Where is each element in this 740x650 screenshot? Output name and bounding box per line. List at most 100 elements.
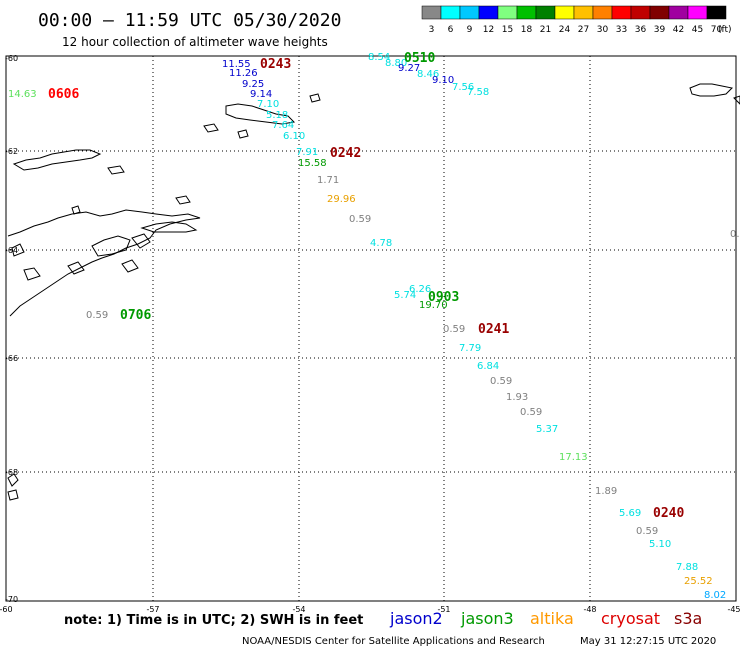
wave-height-value: 9.27 [398, 63, 420, 74]
wave-height-value: 0.59 [490, 376, 512, 387]
wave-height-value: 19.70 [419, 300, 448, 311]
legend-jason2: jason2 [389, 609, 443, 628]
longitude-label: -48 [583, 605, 596, 614]
colorbar-tick-label: 42 [673, 25, 684, 35]
wave-height-value: 9.25 [242, 79, 264, 90]
wave-height-value: 5.74 [394, 290, 416, 301]
island-coast [309, 93, 321, 103]
longitude-label: -60 [0, 605, 13, 614]
colorbar-swatch [668, 5, 689, 20]
colorbar-tick-label: 70 [711, 25, 723, 35]
colorbar-swatch [497, 5, 518, 20]
wave-height-value: 14.63 [8, 89, 37, 100]
latitude-label: -62 [5, 147, 18, 156]
colorbar-swatch [630, 5, 651, 20]
island-coast [733, 95, 740, 105]
latitude-labels: -60 -62 -64 -66 -68 -70 [5, 54, 18, 604]
island-coast [67, 261, 85, 275]
colorbar-tick-label: 21 [540, 25, 551, 35]
colorbar-swatch [687, 5, 708, 20]
wave-height-value: 1.89 [595, 486, 617, 497]
south-orkney-coast [225, 103, 296, 125]
longitude-label: -51 [437, 605, 450, 614]
island-coast [203, 123, 219, 133]
sandwich-islands-coast [7, 473, 19, 487]
satellite-legend: jason2 jason3 altika cryosat s3a [389, 609, 702, 628]
colorbar-tick-label: 12 [483, 25, 494, 35]
wave-height-value: 9.10 [432, 75, 454, 86]
island-coast [175, 195, 191, 205]
wave-height-value: 8.46 [417, 69, 439, 80]
island-coast [7, 489, 19, 501]
wave-height-value: 0.59 [86, 310, 108, 321]
wave-height-value: 0.59 [349, 214, 371, 225]
wave-height-value: 7.10 [257, 99, 279, 110]
colorbar-tick-label: 6 [448, 25, 454, 35]
pass-time-label: 0606 [48, 87, 79, 102]
colorbar-tick-label: 30 [597, 25, 609, 35]
wave-height-value: 7.79 [459, 343, 481, 354]
pass-time-label: 0510 [404, 51, 435, 66]
wave-height-value: 5.37 [536, 424, 558, 435]
colorbar-swatch [706, 5, 727, 20]
wave-height-value: 11.55 [222, 59, 251, 70]
longitude-label: -54 [292, 605, 305, 614]
wave-height-value: 8.02 [704, 590, 726, 601]
colorbar-tick-label: 15 [502, 25, 513, 35]
colorbar-swatch [459, 5, 480, 20]
legend-jason3: jason3 [460, 609, 514, 628]
pass-time-labels: 0243 0510 0606 0242 0903 0706 0241 0240 [48, 51, 684, 521]
wave-height-value: 0.59 [636, 526, 658, 537]
pass-time-label: 0240 [653, 506, 684, 521]
colorbar-tick-label: 24 [559, 25, 571, 35]
colorbar-tick-label: 36 [635, 25, 647, 35]
map-subtitle: 12 hour collection of altimeter wave hei… [62, 35, 328, 49]
colorbar-tick-label: 27 [578, 25, 589, 35]
wave-height-value: 7.91 [296, 147, 318, 158]
south-shetland-coast [12, 149, 102, 171]
colorbar-swatch [478, 5, 499, 20]
wave-height-value: 8.54 [368, 52, 390, 63]
wave-height-value: 1.93 [506, 392, 528, 403]
wave-height-value: 5.69 [619, 508, 641, 519]
wave-height-value: 11.26 [229, 68, 258, 79]
colorbar-swatch [440, 5, 461, 20]
map-title: 00:00 – 11:59 UTC 05/30/2020 [38, 10, 341, 31]
wave-height-value: 5.18 [266, 110, 288, 121]
color-scale-bar: 3 6 9 12 15 18 21 24 27 30 33 36 39 42 45 70 [421, 5, 727, 35]
wave-height-value: 0. [730, 229, 740, 240]
colorbar-swatch [421, 5, 442, 20]
colorbar-swatch [535, 5, 556, 20]
wave-height-value: 25.52 [684, 576, 713, 587]
wave-height-value: 7.58 [467, 87, 489, 98]
pass-time-label: 0242 [330, 146, 361, 161]
island-coast [107, 165, 125, 175]
footer-timestamp: May 31 12:27:15 UTC 2020 [580, 636, 716, 647]
colorbar-swatch [592, 5, 613, 20]
colorbar-tick-label: 33 [616, 25, 627, 35]
legend-s3a: s3a [674, 609, 702, 628]
graticule [6, 56, 736, 601]
wave-height-value: 4.78 [370, 238, 392, 249]
island-coast [71, 205, 81, 215]
colorbar-swatch [573, 5, 594, 20]
latitude-label: -70 [5, 595, 18, 604]
footer-note: note: 1) Time is in UTC; 2) SWH is in fe… [64, 613, 363, 628]
wave-height-value: 15.58 [298, 158, 327, 169]
colorbar-swatch [516, 5, 537, 20]
joinville-coast [140, 221, 198, 233]
wave-height-value: 6.84 [477, 361, 499, 372]
pass-time-label: 0243 [260, 57, 291, 72]
colorbar-tick-label: 9 [467, 25, 473, 35]
longitude-label: -57 [146, 605, 159, 614]
longitude-labels: -60 -57 -54 -51 -48 -45 [0, 605, 740, 614]
wave-height-value: 6.26 [409, 284, 431, 295]
legend-cryosat: cryosat [601, 609, 660, 628]
longitude-label: -45 [727, 605, 740, 614]
wave-height-value: 7.88 [676, 562, 698, 573]
latitude-label: -64 [5, 246, 18, 255]
colorbar-swatch [611, 5, 632, 20]
antarctic-peninsula-coast [7, 209, 201, 317]
island-coast [11, 243, 25, 257]
